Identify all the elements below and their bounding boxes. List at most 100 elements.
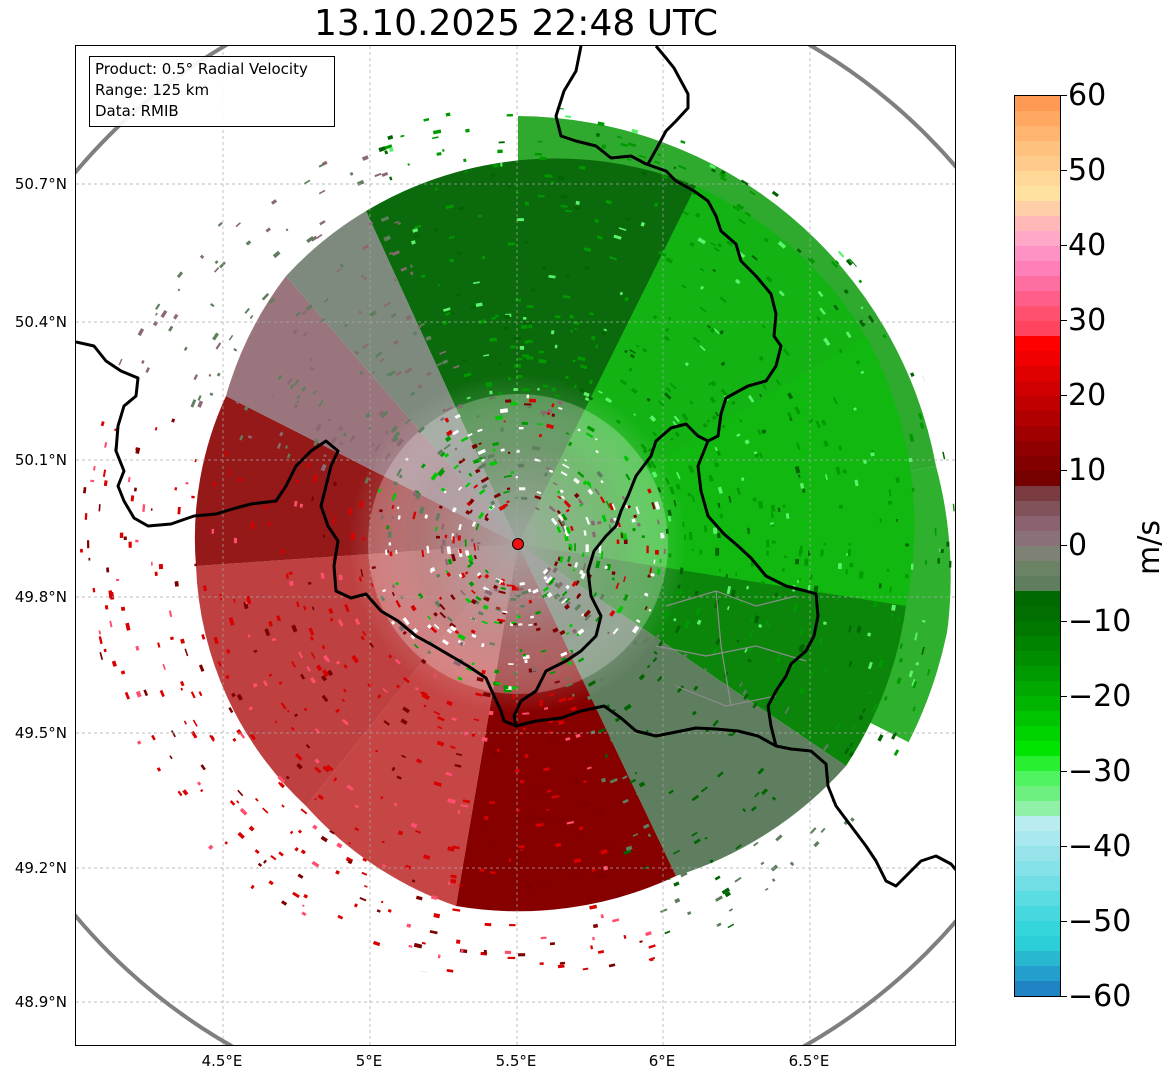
velocity-gate xyxy=(276,442,282,449)
velocity-gate xyxy=(342,432,347,437)
velocity-gate xyxy=(569,314,574,319)
velocity-gate xyxy=(393,431,401,439)
velocity-gate xyxy=(439,611,447,619)
velocity-gate xyxy=(464,571,469,575)
velocity-gate xyxy=(554,344,558,349)
velocity-gate xyxy=(109,620,113,628)
velocity-gate xyxy=(622,798,629,804)
velocity-gate xyxy=(319,220,326,226)
colorbar-tick-label: 50 xyxy=(1068,153,1107,188)
velocity-gate xyxy=(624,296,630,302)
velocity-gate xyxy=(480,643,485,648)
velocity-gate xyxy=(647,574,651,578)
velocity-gate xyxy=(570,649,574,653)
velocity-gate xyxy=(430,626,438,634)
velocity-gate xyxy=(641,535,646,539)
velocity-gate xyxy=(548,505,556,513)
velocity-gate xyxy=(719,513,724,518)
velocity-gate xyxy=(484,589,493,596)
velocity-gate xyxy=(302,331,308,337)
velocity-gate xyxy=(160,309,168,319)
velocity-gate xyxy=(519,581,525,586)
velocity-gate xyxy=(246,595,252,605)
velocity-gate xyxy=(689,400,694,405)
velocity-gate xyxy=(691,831,698,837)
velocity-gate xyxy=(915,661,920,666)
velocity-gate xyxy=(489,642,496,646)
velocity-gate xyxy=(548,469,554,473)
velocity-gate xyxy=(651,471,658,478)
velocity-gate xyxy=(458,884,463,887)
velocity-gate xyxy=(477,448,486,456)
velocity-gate xyxy=(682,866,689,872)
velocity-gate xyxy=(544,174,553,178)
velocity-gate xyxy=(402,677,410,684)
velocity-gate xyxy=(510,471,514,474)
velocity-gate xyxy=(726,240,734,247)
velocity-gate xyxy=(493,621,502,625)
velocity-gate xyxy=(455,293,461,298)
velocity-gate xyxy=(752,702,758,709)
velocity-gate xyxy=(448,235,455,239)
velocity-gate xyxy=(485,382,493,388)
velocity-gate xyxy=(318,189,326,195)
velocity-gate xyxy=(747,527,750,534)
velocity-gate xyxy=(574,543,576,552)
velocity-gate xyxy=(522,316,527,320)
velocity-gate xyxy=(657,519,660,525)
velocity-gate xyxy=(359,896,367,902)
velocity-gate xyxy=(465,597,472,604)
velocity-gate xyxy=(322,534,325,538)
velocity-gate xyxy=(919,422,925,430)
velocity-gate xyxy=(646,664,651,669)
velocity-gate xyxy=(457,676,463,681)
velocity-gate xyxy=(300,849,306,855)
velocity-gate xyxy=(513,388,519,391)
velocity-gate xyxy=(713,328,721,335)
velocity-gate xyxy=(714,462,720,468)
velocity-gate xyxy=(504,326,509,331)
velocity-gate xyxy=(739,418,743,423)
velocity-gate xyxy=(502,610,508,614)
velocity-gate xyxy=(268,673,273,677)
velocity-gate xyxy=(470,538,474,543)
velocity-gate xyxy=(628,367,633,372)
velocity-gate xyxy=(432,129,442,135)
velocity-gate xyxy=(504,314,510,319)
velocity-gate xyxy=(521,855,526,858)
velocity-gate xyxy=(425,335,432,342)
velocity-gate xyxy=(225,674,230,680)
velocity-gate xyxy=(712,268,717,273)
velocity-gate xyxy=(324,298,329,303)
velocity-gate xyxy=(711,168,716,173)
velocity-gate xyxy=(446,546,452,555)
velocity-gate xyxy=(758,501,764,509)
velocity-gate xyxy=(630,716,638,723)
velocity-gate xyxy=(460,948,464,953)
velocity-gate xyxy=(224,841,229,845)
velocity-gate xyxy=(878,654,882,659)
velocity-gate xyxy=(669,382,677,390)
velocity-gate xyxy=(509,858,512,863)
velocity-gate xyxy=(730,589,736,598)
velocity-gate xyxy=(553,593,561,600)
velocity-gate xyxy=(200,789,204,793)
velocity-gate xyxy=(542,412,545,417)
velocity-gate xyxy=(318,163,324,168)
velocity-gate xyxy=(789,417,793,422)
velocity-gate xyxy=(482,604,489,610)
velocity-gate xyxy=(673,500,677,507)
velocity-gate xyxy=(477,574,482,579)
radar-map[interactable] xyxy=(75,45,956,1046)
velocity-gate xyxy=(530,615,535,619)
velocity-gate xyxy=(84,513,88,520)
velocity-gate xyxy=(716,922,722,928)
velocity-gate xyxy=(755,594,760,600)
velocity-gate xyxy=(706,419,710,423)
velocity-gate xyxy=(574,384,577,389)
velocity-gate xyxy=(539,699,544,703)
velocity-gate xyxy=(638,673,646,681)
velocity-gate xyxy=(398,474,403,479)
velocity-gate xyxy=(237,477,243,482)
velocity-gate xyxy=(609,736,617,743)
